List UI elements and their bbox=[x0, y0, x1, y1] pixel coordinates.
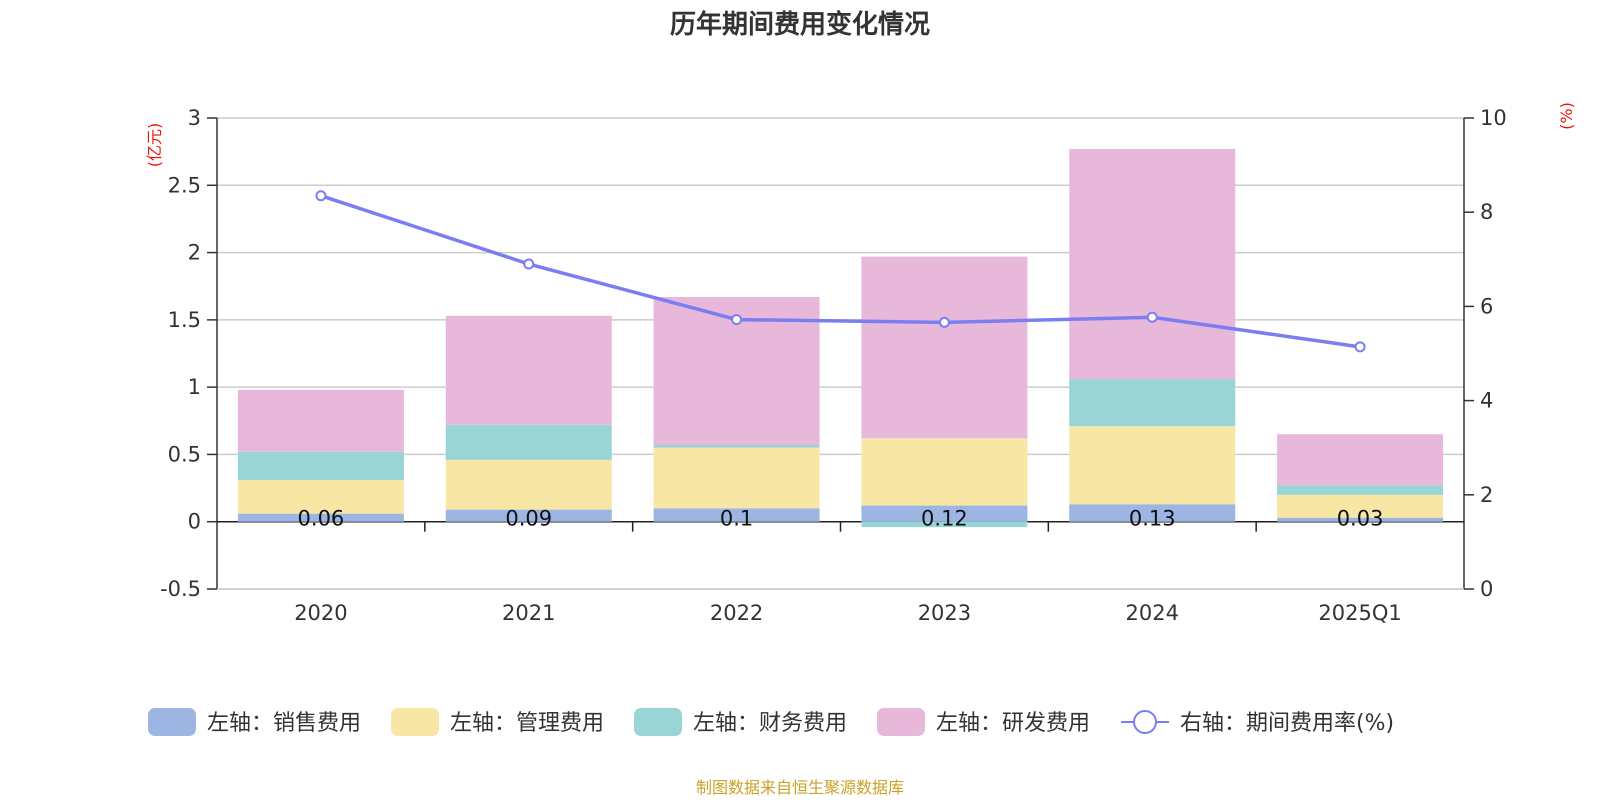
legend-label-4: 右轴：期间费用率(%) bbox=[1180, 711, 1394, 736]
bar-1-3 bbox=[861, 438, 1028, 506]
bar-1-5 bbox=[1277, 494, 1444, 518]
legend-label-3: 左轴：研发费用 bbox=[936, 711, 1090, 736]
bar-1-1 bbox=[445, 459, 612, 510]
line-point-0 bbox=[315, 190, 327, 202]
bar-data-label: 0.13 bbox=[1129, 507, 1176, 531]
left-tick-label: 0 bbox=[188, 510, 201, 534]
right-tick-label: 6 bbox=[1480, 294, 1493, 318]
legend-marker-swatch bbox=[1133, 710, 1157, 734]
right-axis-unit: (%) bbox=[1557, 102, 1576, 130]
bar-1-4 bbox=[1069, 426, 1236, 505]
bar-1-2 bbox=[653, 447, 820, 509]
category-label: 2022 bbox=[710, 601, 763, 625]
bar-0-1 bbox=[445, 509, 612, 522]
line-point-2 bbox=[731, 314, 743, 326]
left-tick-label: 1 bbox=[188, 375, 201, 399]
bar-series bbox=[237, 148, 1444, 528]
bar-1-0 bbox=[237, 479, 404, 514]
grid-lines bbox=[217, 117, 1464, 590]
bar-2-2 bbox=[653, 445, 820, 448]
line-point-4 bbox=[1146, 311, 1158, 323]
bar-3-4 bbox=[1069, 148, 1236, 380]
bar-3-1 bbox=[445, 315, 612, 425]
line-point-1 bbox=[523, 258, 535, 270]
category-label: 2021 bbox=[502, 601, 555, 625]
bar-0-5 bbox=[1277, 517, 1444, 522]
bar-2-3 bbox=[861, 521, 1028, 528]
category-label: 2024 bbox=[1126, 601, 1179, 625]
bar-0-2 bbox=[653, 508, 820, 522]
bar-labels: 0.06 0.09 0.1 0.12 0.13 0.03 bbox=[298, 507, 1384, 531]
line-point-3 bbox=[938, 316, 950, 328]
bar-3-0 bbox=[237, 389, 404, 452]
bar-0-3 bbox=[861, 505, 1028, 522]
bar-data-label: 0.03 bbox=[1337, 507, 1384, 531]
bar-data-label: 0.1 bbox=[720, 507, 753, 531]
right-tick-label: 8 bbox=[1480, 200, 1493, 224]
legend: 左轴：销售费用 左轴：管理费用 左轴：财务费用 左轴：研发费用 右轴：期间费用率(%) bbox=[148, 708, 1394, 736]
right-tick-label: 10 bbox=[1480, 106, 1507, 130]
legend-label-1: 左轴：管理费用 bbox=[450, 711, 604, 736]
category-label: 2020 bbox=[294, 601, 347, 625]
left-tick-label: 3 bbox=[188, 106, 201, 130]
legend-swatch-1 bbox=[391, 708, 439, 736]
bar-data-label: 0.12 bbox=[921, 507, 968, 531]
axes: -0.5 0 0.5 1 1.5 2 2.5 3 0 2 4 6 8 10 2020 2021 2022 2023… bbox=[160, 106, 1507, 625]
bar-0-0 bbox=[237, 513, 404, 522]
left-tick-label: -0.5 bbox=[160, 577, 201, 601]
bar-3-3 bbox=[861, 256, 1028, 439]
legend-swatch-2 bbox=[634, 708, 682, 736]
left-tick-label: 2.5 bbox=[168, 173, 201, 197]
right-tick-label: 2 bbox=[1480, 483, 1493, 507]
line-point-5 bbox=[1354, 341, 1366, 353]
chart-title: 历年期间费用变化情况 bbox=[670, 9, 930, 40]
bar-data-label: 0.06 bbox=[298, 507, 345, 531]
legend-swatch-3 bbox=[877, 708, 925, 736]
expense-rate-line bbox=[320, 194, 1361, 349]
legend-swatch-0 bbox=[148, 708, 196, 736]
left-tick-label: 0.5 bbox=[168, 442, 201, 466]
bar-data-label: 0.09 bbox=[505, 507, 552, 531]
category-label: 2025Q1 bbox=[1318, 601, 1401, 625]
left-tick-label: 1.5 bbox=[168, 308, 201, 332]
left-tick-label: 2 bbox=[188, 241, 201, 265]
right-tick-label: 0 bbox=[1480, 577, 1493, 601]
category-label: 2023 bbox=[918, 601, 971, 625]
legend-label-0: 左轴：销售费用 bbox=[207, 711, 361, 736]
bar-3-5 bbox=[1277, 434, 1444, 486]
data-source-note: 制图数据来自恒生聚源数据库 bbox=[696, 778, 904, 797]
bar-2-0 bbox=[237, 451, 404, 480]
bar-2-4 bbox=[1069, 379, 1236, 427]
line-series bbox=[315, 190, 1366, 353]
left-axis-unit: (亿元) bbox=[145, 123, 164, 168]
bar-0-4 bbox=[1069, 504, 1236, 522]
legend-label-2: 左轴：财务费用 bbox=[693, 711, 847, 736]
right-tick-label: 4 bbox=[1480, 389, 1493, 413]
bar-2-1 bbox=[445, 424, 612, 460]
bar-2-5 bbox=[1277, 485, 1444, 495]
